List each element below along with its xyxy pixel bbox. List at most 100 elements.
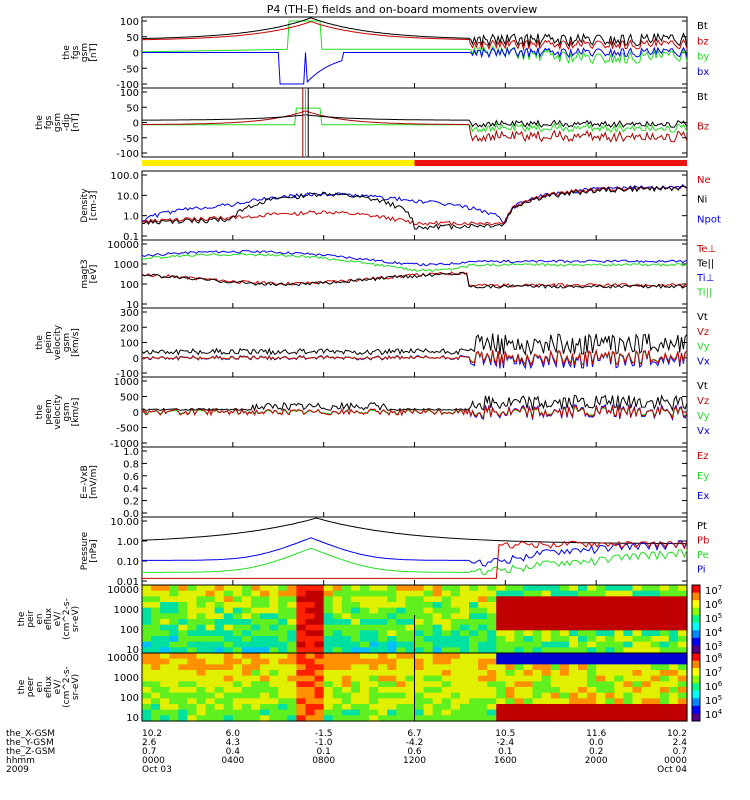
x-axis-value: 0.1: [498, 747, 512, 757]
electron-spectrogram-cell: [269, 675, 279, 682]
ion-spectrogram-cell: [650, 630, 661, 637]
legend-entry: Bz: [697, 122, 709, 133]
ion-spectrogram-cell: [641, 590, 652, 597]
electron-spectrogram-cell: [278, 653, 288, 660]
y-axis-label: sr-eV): [71, 674, 81, 700]
ion-spectrogram-cell: [341, 624, 352, 631]
electron-spectrogram-cell: [659, 692, 670, 699]
electron-spectrogram-cell: [160, 698, 170, 705]
y-tick-label: 1000: [114, 605, 139, 616]
electron-spectrogram-cell: [142, 653, 152, 660]
electron-spectrogram-cell: [587, 658, 597, 665]
ion-spectrogram-cell: [668, 647, 679, 654]
x-axis-value: 11.6: [586, 729, 606, 739]
ion-spectrogram-cell: [151, 624, 161, 631]
ion-spectrogram-cell: [151, 636, 161, 643]
y-tick-label: 1.00: [117, 537, 139, 548]
ion-spectrogram-cell: [296, 619, 307, 626]
ion-spectrogram-cell: [223, 641, 234, 648]
electron-spectrogram-cell: [405, 709, 416, 716]
electron-spectrogram-cell: [214, 692, 225, 699]
electron-spectrogram-cell: [196, 670, 207, 677]
ion-spectrogram-cell: [677, 641, 688, 648]
electron-spectrogram-cell: [414, 687, 425, 694]
ion-spectrogram-cell: [287, 585, 298, 592]
y-tick-label: 0: [133, 119, 139, 130]
electron-spectrogram-cell: [659, 698, 670, 705]
electron-spectrogram-cell: [469, 653, 479, 660]
electron-spectrogram-cell: [287, 658, 298, 665]
ion-spectrogram-cell: [405, 602, 416, 609]
electron-spectrogram-cell: [587, 664, 597, 671]
electron-spectrogram-cell: [142, 692, 152, 699]
electron-spectrogram-cell: [450, 675, 461, 682]
electron-spectrogram-cell: [241, 698, 252, 705]
y-axis-label: velocity: [53, 324, 63, 360]
electron-spectrogram-cell: [178, 698, 189, 705]
electron-spectrogram-cell: [350, 687, 361, 694]
electron-spectrogram-cell: [314, 709, 325, 716]
ion-spectrogram-cell: [251, 641, 261, 648]
ion-spectrogram-cell: [260, 624, 270, 631]
electron-spectrogram-cell: [269, 698, 279, 705]
ion-spectrogram-cell: [214, 641, 225, 648]
electron-spectrogram-cell: [169, 681, 179, 688]
electron-spectrogram-cell: [568, 687, 579, 694]
electron-spectrogram-cell: [578, 692, 588, 699]
ion-spectrogram-cell: [269, 607, 279, 614]
ion-spectrogram-cell: [541, 607, 552, 614]
electron-spectrogram-cell: [387, 681, 397, 688]
electron-spectrogram-cell: [605, 675, 615, 682]
ion-spectrogram-cell: [532, 630, 543, 637]
ion-spectrogram-cell: [296, 636, 307, 643]
electron-spectrogram-cell: [650, 698, 661, 705]
ion-spectrogram-cell: [432, 636, 443, 643]
ion-spectrogram-cell: [350, 596, 361, 603]
electron-spectrogram-cell: [650, 670, 661, 677]
electron-spectrogram-cell: [205, 658, 216, 665]
electron-spectrogram-cell: [187, 704, 198, 711]
ion-spectrogram-cell: [459, 596, 470, 603]
ion-spectrogram-cell: [550, 607, 561, 614]
electron-spectrogram-cell: [251, 675, 261, 682]
electron-spectrogram-cell: [187, 653, 198, 660]
y-tick-label: 0.10: [117, 557, 139, 568]
electron-spectrogram-cell: [550, 653, 561, 660]
electron-spectrogram-cell: [405, 653, 416, 660]
electron-spectrogram-cell: [423, 715, 434, 722]
electron-spectrogram-cell: [450, 658, 461, 665]
colorbar-cell: [692, 600, 700, 609]
electron-spectrogram-cell: [541, 675, 552, 682]
x-axis-date-start: Oct 03: [142, 765, 172, 775]
electron-spectrogram-cell: [151, 687, 161, 694]
legend-entry: Npot: [697, 214, 721, 225]
electron-spectrogram-cell: [314, 715, 325, 722]
ion-spectrogram-cell: [169, 636, 179, 643]
ion-spectrogram-cell: [387, 590, 397, 597]
electron-spectrogram-cell: [559, 687, 570, 694]
ion-spectrogram-cell: [423, 647, 434, 654]
ion-spectrogram-cell: [332, 647, 343, 654]
electron-spectrogram-cell: [559, 664, 570, 671]
electron-spectrogram-cell: [387, 670, 397, 677]
ion-spectrogram-cell: [578, 647, 588, 654]
electron-spectrogram-cell: [396, 715, 407, 722]
ion-spectrogram-cell: [459, 647, 470, 654]
ion-spectrogram-cell: [278, 585, 288, 592]
electron-spectrogram-cell: [360, 704, 370, 711]
electron-spectrogram-cell: [414, 698, 425, 705]
electron-spectrogram-cell: [314, 653, 325, 660]
electron-spectrogram-cell: [532, 715, 543, 722]
electron-spectrogram-cell: [677, 664, 688, 671]
electron-spectrogram-cell: [659, 675, 670, 682]
electron-spectrogram-cell: [214, 653, 225, 660]
electron-spectrogram-cell: [496, 670, 506, 677]
ion-spectrogram-cell: [378, 590, 388, 597]
y-tick-label: 0.4: [123, 484, 139, 495]
ion-spectrogram-cell: [550, 590, 561, 597]
ion-spectrogram-cell: [387, 613, 397, 620]
electron-spectrogram-cell: [641, 664, 652, 671]
ion-spectrogram-cell: [423, 607, 434, 614]
ion-spectrogram-cell: [559, 585, 570, 592]
ion-spectrogram-cell: [641, 641, 652, 648]
